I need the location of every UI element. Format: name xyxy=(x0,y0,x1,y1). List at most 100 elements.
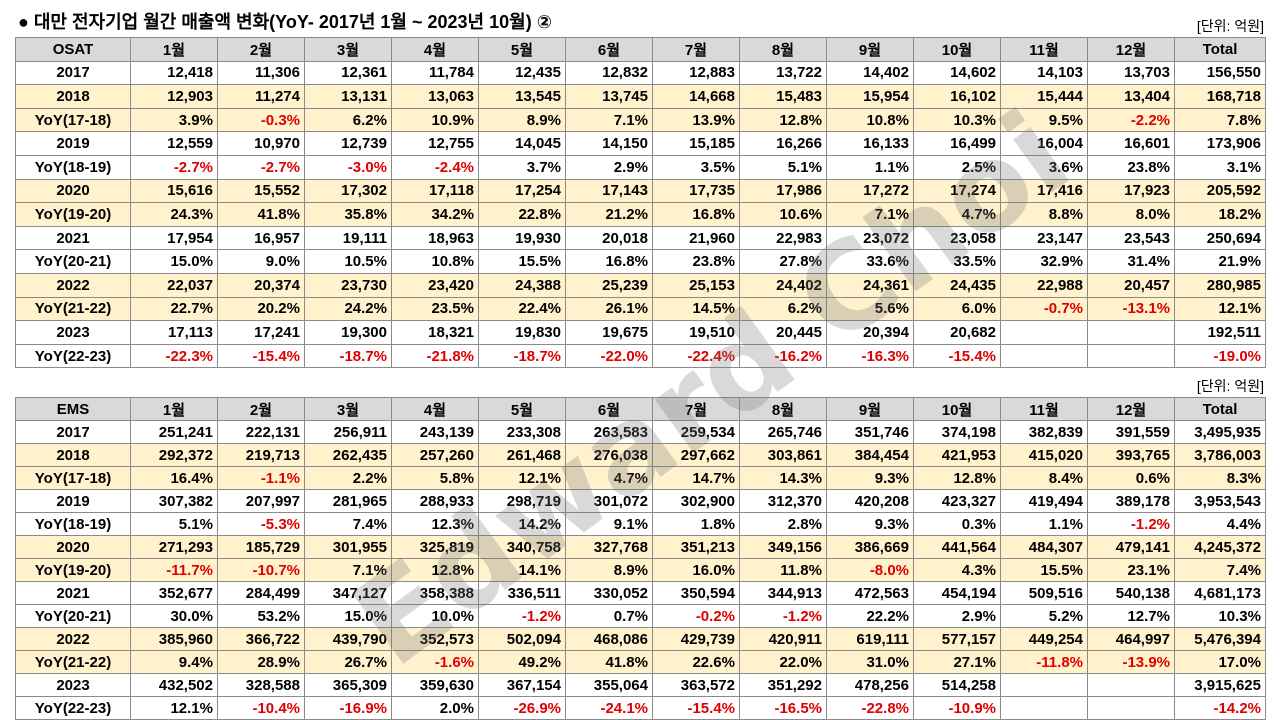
cell: 14.7% xyxy=(652,466,740,490)
cell: 358,388 xyxy=(391,581,479,605)
cell: 7.4% xyxy=(304,512,392,536)
cell: 5.8% xyxy=(391,466,479,490)
cell: 22.6% xyxy=(652,650,740,674)
cell: 2.9% xyxy=(565,154,653,180)
row-label: YoY(17-18) xyxy=(15,107,131,133)
cell: 18.2% xyxy=(1174,202,1266,227)
cell: 0.6% xyxy=(1087,466,1175,490)
cell: 14,150 xyxy=(565,131,653,156)
cell: 432,502 xyxy=(130,673,218,697)
cell: 23,420 xyxy=(391,272,479,298)
cell: 7.1% xyxy=(304,558,392,582)
cell: 12,903 xyxy=(130,84,218,109)
cell: 17,923 xyxy=(1087,178,1175,204)
cell: -8.0% xyxy=(826,558,914,582)
header-cell: 4월 xyxy=(391,397,479,421)
row-label: YoY(19-20) xyxy=(15,558,131,582)
cell: 23,058 xyxy=(913,225,1001,251)
cell: 16,499 xyxy=(913,131,1001,156)
cell: 423,327 xyxy=(913,489,1001,513)
cell: 7.1% xyxy=(565,107,653,133)
row-label: YoY(21-22) xyxy=(15,650,131,674)
data-row: 2018 12,903 11,274 13,131 13,063 13,545 13,745… xyxy=(15,84,1266,109)
cell: 301,072 xyxy=(565,489,653,513)
cell: 15,444 xyxy=(1000,84,1088,109)
cell: 15,185 xyxy=(652,131,740,156)
header-cell: 5월 xyxy=(478,37,566,62)
cell: 292,372 xyxy=(130,443,218,467)
cell: -15.4% xyxy=(913,343,1001,369)
data-row: YoY(18-19) 5.1% -5.3% 7.4% 12.3% 14.2% 9.1% 1.8… xyxy=(15,512,1266,536)
row-label: YoY(20-21) xyxy=(15,249,131,274)
header-cell: EMS xyxy=(15,397,131,421)
cell: 12,559 xyxy=(130,131,218,156)
cell: -2.7% xyxy=(217,154,305,180)
cell: 484,307 xyxy=(1000,535,1088,559)
cell: 13,545 xyxy=(478,84,566,109)
ems-table: EMS 1월 2월 3월 4월 5월 6월 7월 8월 9월 10월 11월 12월 Total 2017 2… xyxy=(15,397,1266,720)
cell: 350,594 xyxy=(652,581,740,605)
cell: 18,321 xyxy=(391,320,479,345)
header-row: EMS 1월 2월 3월 4월 5월 6월 7월 8월 9월 10월 11월 12월 Total xyxy=(15,397,1266,421)
cell: 10.9% xyxy=(391,107,479,133)
cell: -1.6% xyxy=(391,650,479,674)
cell: 5.1% xyxy=(130,512,218,536)
row-label: YoY(22-23) xyxy=(15,343,131,369)
cell: 9.3% xyxy=(826,466,914,490)
row-label: 2018 xyxy=(15,84,131,109)
cell: 16.8% xyxy=(565,249,653,274)
cell: -22.8% xyxy=(826,696,914,720)
cell: -1.2% xyxy=(478,604,566,628)
cell: 514,258 xyxy=(913,673,1001,697)
cell: -21.8% xyxy=(391,343,479,369)
cell: 10.3% xyxy=(913,107,1001,133)
cell: 11,784 xyxy=(391,60,479,86)
cell: 312,370 xyxy=(739,489,827,513)
cell: 2.8% xyxy=(739,512,827,536)
cell: 365,309 xyxy=(304,673,392,697)
cell: 219,713 xyxy=(217,443,305,467)
cell: 301,955 xyxy=(304,535,392,559)
cell: 53.2% xyxy=(217,604,305,628)
cell: 328,588 xyxy=(217,673,305,697)
cell: 577,157 xyxy=(913,627,1001,651)
cell: 17.0% xyxy=(1174,650,1266,674)
cell: 22.7% xyxy=(130,296,218,322)
cell: 449,254 xyxy=(1000,627,1088,651)
title: ● 대만 전자기업 월간 매출액 변화(YoY- 2017년 1월 ~ 2023… xyxy=(18,12,552,32)
cell: 12,361 xyxy=(304,60,392,86)
cell: 13,404 xyxy=(1087,84,1175,109)
cell: 8.9% xyxy=(478,107,566,133)
row-label: 2019 xyxy=(15,489,131,513)
header-cell: 12월 xyxy=(1087,397,1175,421)
cell: 30.0% xyxy=(130,604,218,628)
row-label: YoY(17-18) xyxy=(15,466,131,490)
cell: 19,930 xyxy=(478,225,566,251)
header-cell: 8월 xyxy=(739,37,827,62)
cell: 419,494 xyxy=(1000,489,1088,513)
cell: 355,064 xyxy=(565,673,653,697)
cell: 17,113 xyxy=(130,320,218,345)
cell: 12.1% xyxy=(130,696,218,720)
cell: 14.2% xyxy=(478,512,566,536)
cell: 14,045 xyxy=(478,131,566,156)
cell: -19.0% xyxy=(1174,343,1266,369)
cell: 24,402 xyxy=(739,272,827,298)
cell: 14,668 xyxy=(652,84,740,109)
cell: 15,616 xyxy=(130,178,218,204)
cell: 7.1% xyxy=(826,202,914,227)
cell: 15,552 xyxy=(217,178,305,204)
data-row: YoY(21-22) 22.7% 20.2% 24.2% 23.5% 22.4% 26.1%… xyxy=(15,296,1266,322)
header-cell: 9월 xyxy=(826,37,914,62)
cell: 3.5% xyxy=(652,154,740,180)
unit-label: [단위: 억원] xyxy=(1196,18,1264,34)
cell: -13.1% xyxy=(1087,296,1175,322)
cell: 14.1% xyxy=(478,558,566,582)
cell: 8.3% xyxy=(1174,466,1266,490)
cell: 22,988 xyxy=(1000,272,1088,298)
cell: 233,308 xyxy=(478,420,566,444)
row-label: 2022 xyxy=(15,272,131,298)
cell: 16.4% xyxy=(130,466,218,490)
cell: 1.1% xyxy=(826,154,914,180)
cell: 8.8% xyxy=(1000,202,1088,227)
